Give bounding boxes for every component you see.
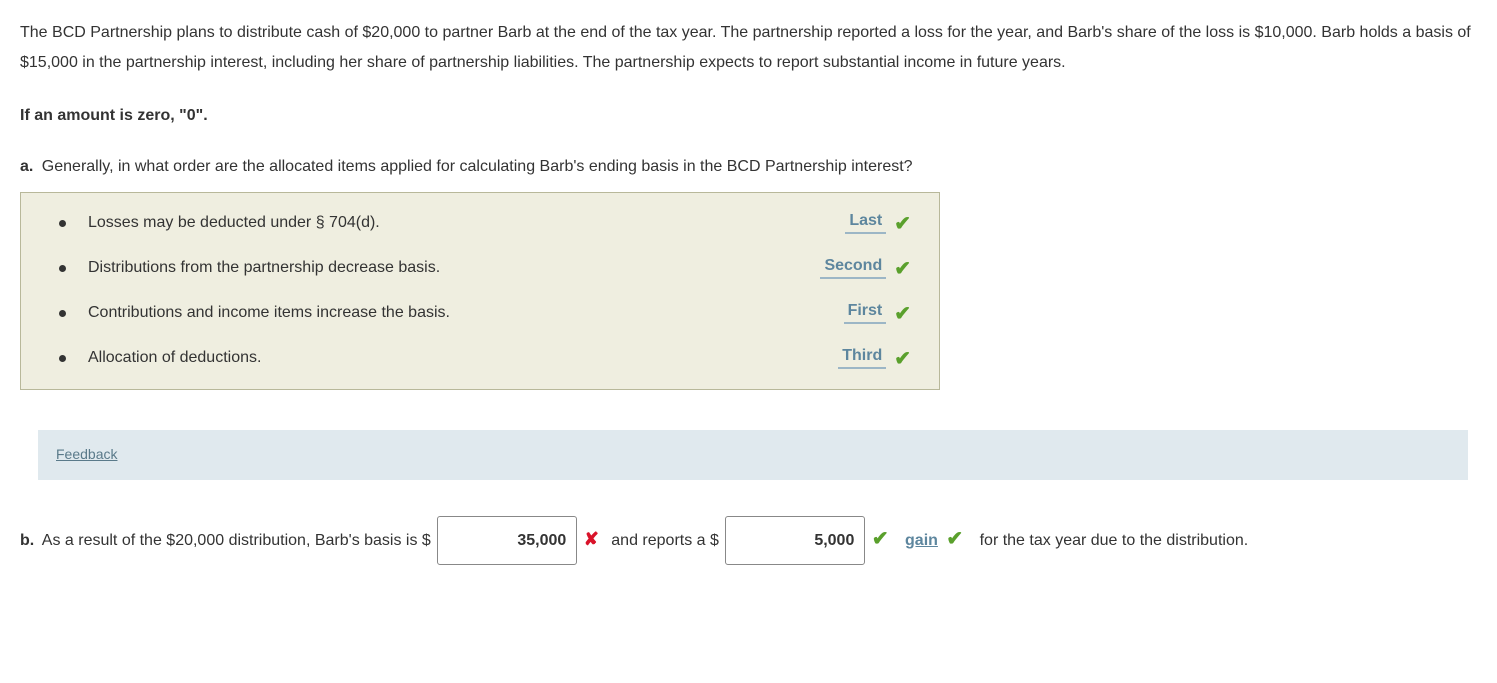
- row-text: Losses may be deducted under § 704(d).: [88, 214, 845, 232]
- bullet-icon: [59, 265, 66, 272]
- list-item: Losses may be deducted under § 704(d). L…: [21, 201, 939, 246]
- list-item: Allocation of deductions. Third ✔: [21, 336, 939, 381]
- check-icon: ✔: [894, 346, 911, 371]
- part-b-pretext: As a result of the $20,000 distribution,…: [42, 532, 431, 549]
- list-item: Contributions and income items increase …: [21, 291, 939, 336]
- row-text: Distributions from the partnership decre…: [88, 259, 820, 277]
- basis-input[interactable]: 35,000: [437, 516, 577, 565]
- gain-loss-dropdown[interactable]: gain: [905, 532, 938, 550]
- part-a-question: Generally, in what order are the allocat…: [42, 158, 913, 175]
- check-icon: ✔: [872, 528, 889, 550]
- feedback-link[interactable]: Feedback: [56, 446, 117, 462]
- order-dropdown[interactable]: Second: [820, 257, 886, 279]
- order-dropdown[interactable]: Last: [845, 212, 886, 234]
- check-icon: ✔: [894, 301, 911, 326]
- part-a-label: a.: [20, 158, 33, 175]
- bullet-icon: [59, 355, 66, 362]
- check-icon: ✔: [894, 256, 911, 281]
- cross-icon: ✘: [584, 529, 599, 549]
- part-b-midtext: and reports a $: [611, 532, 719, 549]
- check-icon: ✔: [894, 211, 911, 236]
- bullet-icon: [59, 220, 66, 227]
- feedback-panel: Feedback: [38, 430, 1468, 480]
- part-b-line: b. As a result of the $20,000 distributi…: [20, 516, 1477, 565]
- zero-instruction: If an amount is zero, "0".: [20, 101, 1477, 131]
- part-a-question-line: a. Generally, in what order are the allo…: [20, 153, 1477, 182]
- amount-input[interactable]: 5,000: [725, 516, 865, 565]
- order-dropdown[interactable]: Third: [838, 347, 886, 369]
- part-b-posttext: for the tax year due to the distribution…: [980, 532, 1249, 549]
- row-text: Contributions and income items increase …: [88, 304, 844, 322]
- bullet-icon: [59, 310, 66, 317]
- list-item: Distributions from the partnership decre…: [21, 246, 939, 291]
- problem-intro: The BCD Partnership plans to distribute …: [20, 18, 1477, 79]
- part-b-label: b.: [20, 532, 34, 549]
- order-dropdown[interactable]: First: [844, 302, 887, 324]
- row-text: Allocation of deductions.: [88, 349, 838, 367]
- part-a-answer-box: Losses may be deducted under § 704(d). L…: [20, 192, 940, 390]
- check-icon: ✔: [946, 528, 963, 550]
